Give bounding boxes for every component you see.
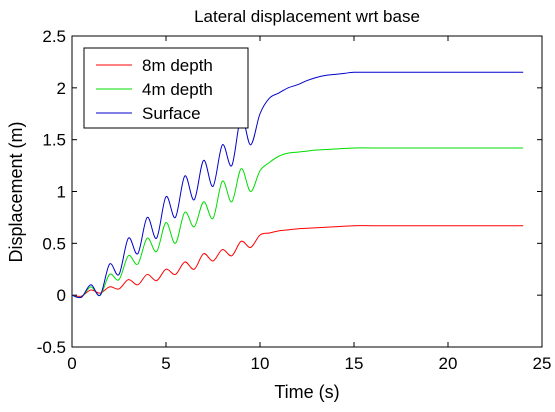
y-tick-label: -0.5: [37, 338, 66, 357]
x-tick-label: 25: [533, 354, 552, 373]
legend-label-surface: Surface: [142, 104, 201, 123]
series-line-surface: [71, 71, 524, 299]
y-tick-label: 1: [57, 183, 66, 202]
series-line-4m-depth: [71, 147, 524, 299]
x-tick-label: 15: [345, 354, 364, 373]
x-tick-label: 0: [67, 354, 76, 373]
y-axis-title: Displacement (m): [6, 121, 26, 262]
legend-label-4m-depth: 4m depth: [142, 80, 213, 99]
y-tick-label: 2.5: [42, 27, 66, 46]
y-tick-label: 0.5: [42, 234, 66, 253]
x-tick-label: 5: [161, 354, 170, 373]
legend-label-8m-depth: 8m depth: [142, 56, 213, 75]
x-axis-title: Time (s): [274, 382, 339, 402]
x-tick-label: 10: [251, 354, 270, 373]
series-line-8m-depth: [71, 225, 524, 297]
legend-box: [83, 47, 249, 129]
y-tick-label: 1.5: [42, 131, 66, 150]
x-tick-label: 20: [439, 354, 458, 373]
chart-title: Lateral displacement wrt base: [194, 7, 420, 26]
y-tick-label: 0: [57, 286, 66, 305]
y-tick-label: 2: [57, 79, 66, 98]
